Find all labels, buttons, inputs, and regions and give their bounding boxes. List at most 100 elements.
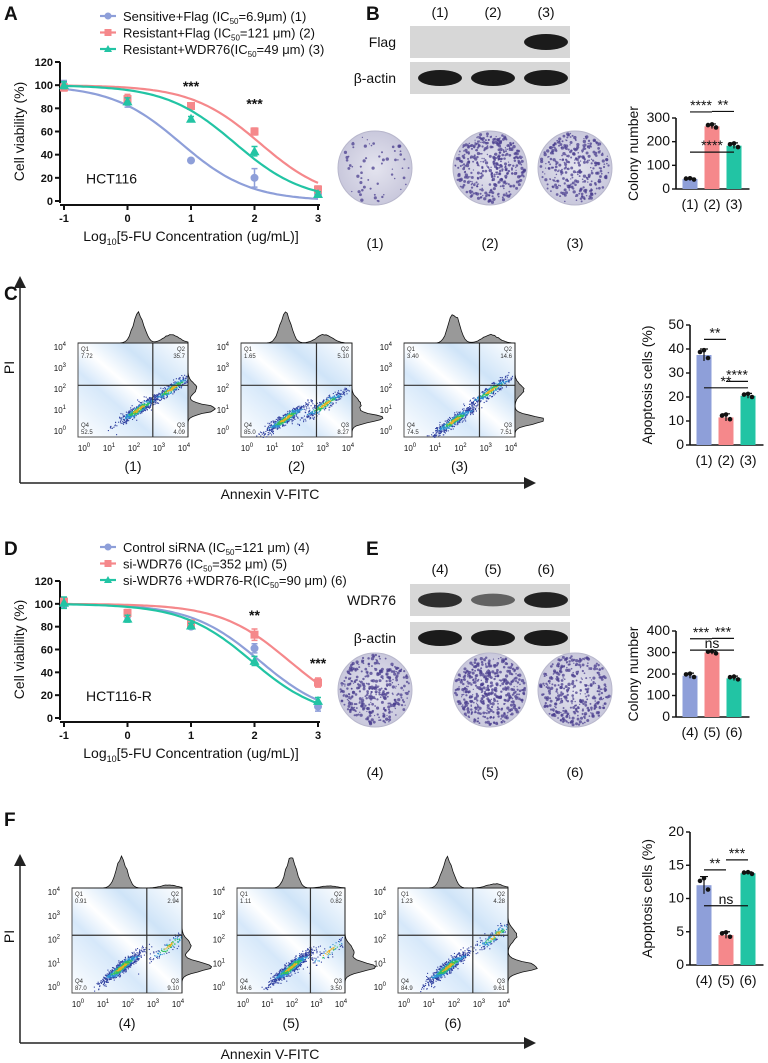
event-dot [472, 413, 474, 415]
colony [487, 688, 490, 691]
colony [497, 657, 500, 660]
event-dot [452, 424, 454, 426]
colony [347, 155, 350, 158]
colony [492, 711, 495, 714]
colony [520, 163, 523, 166]
colony [362, 697, 364, 699]
cell-line-label: HCT116 [86, 171, 137, 187]
colony [559, 685, 563, 689]
significance-label: **** [726, 366, 748, 382]
colony [516, 149, 519, 153]
colony [380, 687, 383, 690]
colony [356, 174, 360, 178]
colony [388, 715, 392, 719]
colony [359, 181, 363, 185]
event-dot [172, 386, 174, 388]
event-dot [118, 421, 120, 423]
colony [366, 139, 369, 141]
event-dot [305, 409, 307, 411]
colony [556, 671, 559, 674]
tick-exp: 1 [112, 443, 116, 449]
event-dot [308, 402, 310, 404]
colony [514, 155, 518, 159]
colony [564, 158, 568, 161]
colony [519, 683, 521, 686]
colony [366, 690, 369, 693]
colony [470, 186, 474, 189]
colony [465, 690, 468, 694]
colony [577, 670, 579, 672]
event-dot [507, 379, 509, 381]
colony [606, 155, 609, 157]
event-dot [276, 427, 278, 429]
colony [474, 677, 477, 680]
event-dot [465, 417, 467, 419]
colony [572, 690, 574, 692]
event-dot [172, 393, 174, 395]
event-dot [122, 422, 124, 424]
event-dot [159, 393, 161, 395]
x-label-sub: 10 [107, 237, 117, 247]
colony [580, 689, 582, 691]
event-dot [131, 409, 134, 411]
colony [578, 175, 581, 178]
colony [492, 721, 496, 724]
event-dot [147, 401, 149, 403]
event-dot [297, 416, 299, 418]
event-dot [335, 393, 337, 396]
colony [564, 171, 568, 174]
colony [563, 143, 566, 147]
event-dot [440, 430, 442, 432]
colony [476, 176, 479, 179]
event-dot [469, 406, 471, 408]
event-dot [137, 408, 139, 410]
cell-line-label: HCT116-R [86, 688, 152, 704]
event-dot [449, 424, 451, 426]
event-dot [166, 389, 168, 391]
event-dot [162, 392, 164, 394]
colony [397, 159, 399, 161]
event-dot [161, 397, 163, 399]
event-dot [331, 397, 333, 399]
colony [566, 712, 570, 716]
colony [476, 196, 481, 200]
colony [607, 164, 610, 167]
colony [564, 695, 568, 699]
colony [348, 695, 350, 698]
event-dot [460, 412, 462, 414]
event-dot [507, 381, 509, 383]
event-dot [133, 413, 135, 415]
event-dot [337, 396, 339, 399]
event-dot [298, 410, 300, 412]
event-dot [307, 414, 309, 416]
bar-3 [740, 873, 756, 965]
tick-exp: 1 [226, 405, 230, 411]
x-label-post: [5-FU Concentration (ug/mL)] [117, 228, 299, 244]
event-dot [294, 411, 296, 413]
event-dot [134, 416, 136, 418]
event-dot [475, 399, 478, 401]
event-dot [294, 412, 296, 414]
colony [547, 689, 551, 693]
event-dot [273, 427, 275, 429]
event-dot [439, 427, 441, 429]
tick-base: 10 [217, 427, 226, 436]
colony [541, 171, 544, 173]
colony [553, 146, 556, 149]
event-dot [274, 420, 277, 422]
colony [339, 691, 342, 693]
event-dot [447, 430, 449, 432]
event-dot [344, 387, 346, 389]
event-dot [432, 435, 434, 437]
colony [548, 155, 550, 158]
event-dot [499, 386, 501, 388]
event-dot [170, 391, 172, 393]
colony [358, 666, 361, 669]
event-dot [283, 420, 285, 422]
colony [496, 668, 499, 672]
colony [470, 176, 474, 179]
event-dot [145, 399, 147, 402]
colony [351, 165, 354, 168]
colony [485, 194, 488, 198]
